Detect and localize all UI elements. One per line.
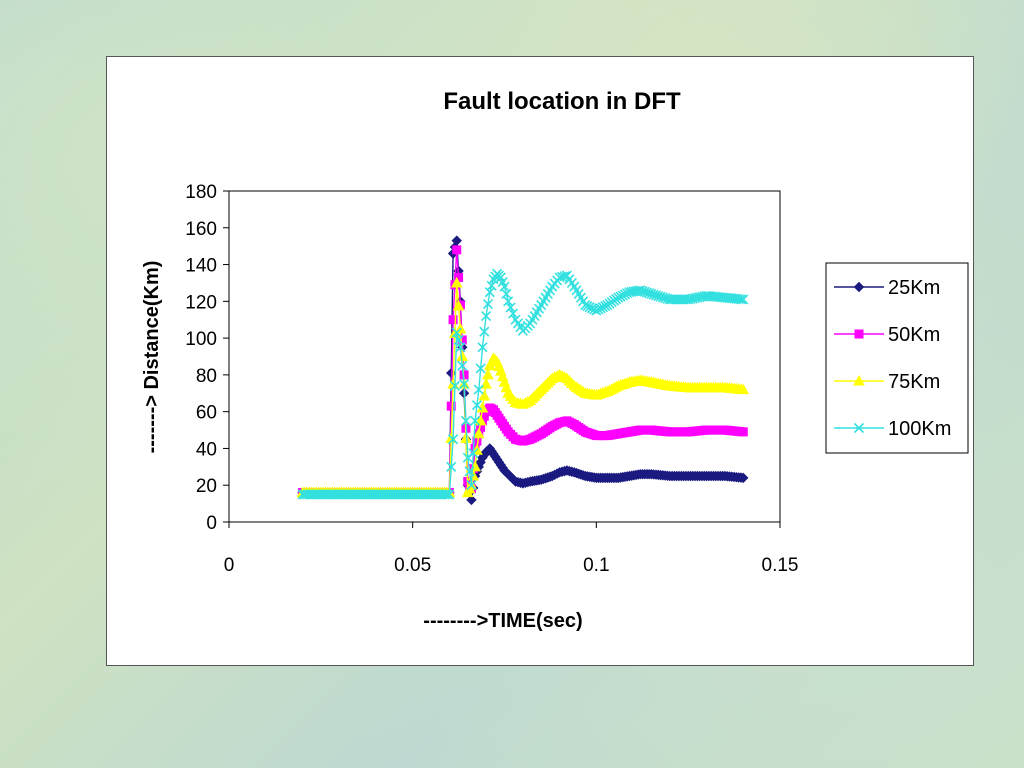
data-point (439, 489, 450, 500)
legend-item: 25Km (834, 277, 940, 299)
data-point (473, 384, 484, 395)
data-point (737, 383, 750, 395)
data-point (448, 434, 459, 445)
data-point (448, 315, 458, 325)
series-layer (296, 235, 750, 506)
y-tick-label: 140 (185, 256, 217, 277)
legend-label: 75Km (888, 371, 940, 393)
chart-title: Fault location in DFT (443, 88, 681, 115)
data-point (484, 287, 495, 298)
data-point (478, 390, 491, 401)
legend-marker (853, 422, 865, 434)
x-axis-label: -------->TIME(sec) (423, 610, 582, 632)
data-point (738, 472, 749, 484)
data-point (453, 334, 464, 346)
data-point (451, 327, 462, 338)
y-tick-label: 100 (185, 329, 217, 350)
data-point (479, 326, 490, 337)
data-point (452, 299, 465, 311)
y-tick-label: 20 (196, 476, 217, 497)
data-point (464, 466, 475, 477)
legend-item: 100Km (834, 418, 951, 440)
data-point (482, 368, 494, 380)
data-point (459, 379, 470, 390)
y-tick-label: 0 (206, 513, 217, 534)
data-point (452, 245, 462, 255)
legend: 25Km 50Km 75Km 100Km (825, 262, 969, 454)
legend-label: 50Km (888, 324, 940, 346)
data-point (501, 288, 512, 300)
y-tick-label: 120 (185, 292, 217, 313)
axes: 0 20 40 60 80 100 120 140 160 180 0 0.05 0.1 0.15 (185, 182, 798, 576)
data-point (503, 296, 514, 307)
legend-label: 25Km (888, 277, 940, 299)
data-point (442, 489, 453, 500)
data-point (460, 432, 472, 443)
data-point (446, 401, 456, 411)
data-point (451, 235, 462, 246)
data-point (468, 447, 479, 459)
data-point (481, 310, 492, 322)
data-point (472, 427, 485, 439)
y-tick-label: 180 (185, 182, 217, 203)
y-tick-label: 80 (196, 366, 217, 387)
data-point (446, 461, 457, 472)
data-point (474, 414, 487, 426)
y-axis-label: -------> Distance(Km) (141, 261, 163, 454)
data-point (508, 308, 519, 319)
data-point (449, 380, 460, 391)
data-point (466, 494, 477, 506)
series-100Km (297, 268, 749, 500)
legend-box (825, 262, 969, 454)
data-point (477, 342, 488, 353)
data-point (475, 363, 486, 374)
data-point (505, 302, 516, 313)
data-point (450, 276, 463, 288)
data-point (735, 294, 747, 305)
data-point (499, 281, 510, 292)
line-chart: Fault location in DFT 0 20 40 60 80 100 120 140… (141, 88, 969, 632)
data-point (471, 400, 483, 411)
chart-frame: Fault location in DFT 0 20 40 60 80 100 120 140… (106, 56, 974, 666)
data-point (466, 480, 477, 491)
data-point (455, 342, 466, 353)
data-point (486, 280, 497, 291)
data-point (482, 299, 494, 310)
x-tick-label: 0.1 (583, 555, 609, 576)
legend-marker (853, 281, 865, 293)
legend-label: 100Km (888, 418, 951, 440)
legend-item: 50Km (834, 324, 940, 346)
data-point (460, 415, 471, 426)
data-point (470, 415, 481, 426)
x-tick-label: 0.05 (394, 555, 431, 576)
legend-marker (854, 329, 864, 339)
x-tick-label: 0.15 (762, 555, 799, 576)
data-point (738, 427, 748, 437)
y-tick-label: 60 (196, 403, 217, 424)
data-point (738, 294, 749, 305)
data-point (444, 489, 455, 500)
legend-item: 75Km (834, 371, 940, 393)
data-point (457, 360, 468, 371)
x-tick-label: 0 (224, 555, 235, 576)
y-tick-label: 40 (196, 439, 217, 460)
y-tick-label: 160 (185, 219, 217, 240)
legend-marker (853, 374, 865, 386)
